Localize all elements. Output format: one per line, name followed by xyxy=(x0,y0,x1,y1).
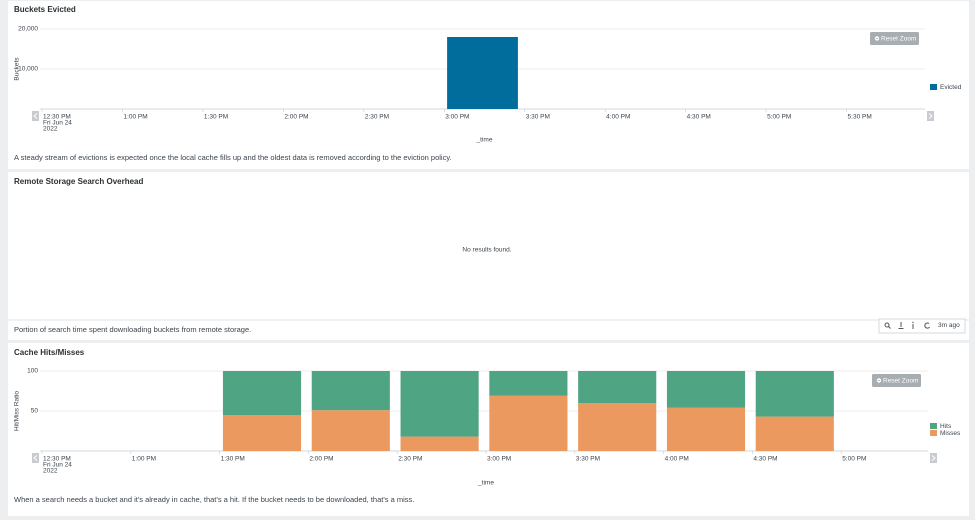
scroll-right[interactable] xyxy=(930,453,937,463)
panel-description: When a search needs a bucket and it's al… xyxy=(14,495,414,504)
bar xyxy=(666,371,746,408)
bar xyxy=(222,415,302,451)
chart-title: Cache Hits/Misses xyxy=(14,348,85,357)
x-tick-label: 4:30 PM xyxy=(753,456,777,463)
bar xyxy=(578,403,657,451)
legend-swatch xyxy=(930,84,937,90)
button-bg xyxy=(930,453,937,463)
reset-zoom-button[interactable]: Reset Zoom xyxy=(872,374,921,387)
scroll-left[interactable] xyxy=(32,453,39,463)
bar xyxy=(400,436,479,451)
x-tick-label: 1:30 PM xyxy=(204,114,228,121)
x-tick-label: 12:30 PM xyxy=(43,114,71,121)
x-axis-label: _time xyxy=(477,480,494,487)
arrow xyxy=(931,455,936,461)
bar xyxy=(447,37,518,109)
age-label: 3m ago xyxy=(938,322,960,329)
button-bg xyxy=(872,374,921,387)
reset-zoom-label: Reset Zoom xyxy=(883,378,918,385)
arrow xyxy=(33,455,38,461)
bar xyxy=(489,395,568,451)
x-tick-label: 5:00 PM xyxy=(842,456,866,463)
bar xyxy=(400,371,479,437)
panel-description: Portion of search time spent downloading… xyxy=(14,325,251,334)
legend-swatch xyxy=(930,423,937,429)
x-tick-label: 12:30 PM xyxy=(43,456,71,463)
bar xyxy=(489,371,568,396)
x-tick-label: 2:00 PM xyxy=(309,456,333,463)
x-tick-label: 1:00 PM xyxy=(123,114,147,121)
arrow xyxy=(928,113,933,119)
panel-title: Remote Storage Search Overhead xyxy=(14,177,143,186)
x-tick-label: 4:00 PM xyxy=(665,456,689,463)
button-bg xyxy=(927,111,934,121)
search-icon[interactable] xyxy=(884,322,891,329)
no-results: No results found. xyxy=(462,247,511,254)
refresh-icon[interactable] xyxy=(924,322,931,329)
x-tick-label: 3:00 PM xyxy=(487,456,511,463)
bar xyxy=(578,371,657,403)
y-tick-label: 20,000 xyxy=(18,26,38,33)
bar xyxy=(666,407,746,451)
bar xyxy=(755,416,834,451)
legend-label: Evicted xyxy=(940,84,962,91)
bar xyxy=(311,410,390,451)
scroll-left[interactable] xyxy=(32,111,39,121)
bar xyxy=(222,371,302,415)
panel-description: A steady stream of evictions is expected… xyxy=(14,153,452,162)
button-bg xyxy=(32,111,39,121)
x-tick-label: 3:30 PM xyxy=(526,114,550,121)
x-date-label: 2022 xyxy=(43,126,58,133)
x-tick-label: 3:00 PM xyxy=(445,114,469,121)
y-tick-label: 100 xyxy=(27,368,38,375)
legend-label: Misses xyxy=(940,430,961,437)
export-icon[interactable] xyxy=(898,322,904,329)
x-tick-label: 5:30 PM xyxy=(848,114,872,121)
x-date-label: Fri Jun 24 xyxy=(43,120,72,127)
y-tick-label: 10,000 xyxy=(18,66,38,73)
x-date-label: 2022 xyxy=(43,468,58,475)
x-tick-label: 5:00 PM xyxy=(767,114,791,121)
x-tick-label: 4:30 PM xyxy=(687,114,711,121)
arrow xyxy=(33,113,38,119)
x-axis-label: _time xyxy=(476,137,493,144)
panel-toolbar: 3m ago xyxy=(878,318,966,334)
reset-zoom-button[interactable]: Reset Zoom xyxy=(870,32,919,45)
x-tick-label: 3:30 PM xyxy=(576,456,600,463)
button-bg xyxy=(32,453,39,463)
x-tick-label: 4:00 PM xyxy=(606,114,630,121)
legend-label: Hits xyxy=(940,423,952,430)
bar xyxy=(755,371,834,417)
scroll-right[interactable] xyxy=(927,111,934,121)
reset-zoom-label: Reset Zoom xyxy=(881,36,916,43)
bar xyxy=(311,371,390,411)
x-tick-label: 2:30 PM xyxy=(398,456,422,463)
x-tick-label: 2:30 PM xyxy=(365,114,389,121)
x-tick-label: 2:00 PM xyxy=(284,114,308,121)
inspect-icon[interactable] xyxy=(912,321,914,329)
button-bg xyxy=(870,32,919,45)
y-tick-label: 50 xyxy=(31,408,39,415)
x-date-label: Fri Jun 24 xyxy=(43,462,72,469)
x-tick-label: 1:00 PM xyxy=(132,456,156,463)
chart-title: Buckets Evicted xyxy=(14,5,76,14)
panel xyxy=(8,172,969,340)
y-axis-label: Hit/Miss Ratio xyxy=(14,391,21,431)
x-tick-label: 1:30 PM xyxy=(221,456,245,463)
legend-swatch xyxy=(930,430,937,436)
y-axis-label: Buckets xyxy=(14,57,21,81)
